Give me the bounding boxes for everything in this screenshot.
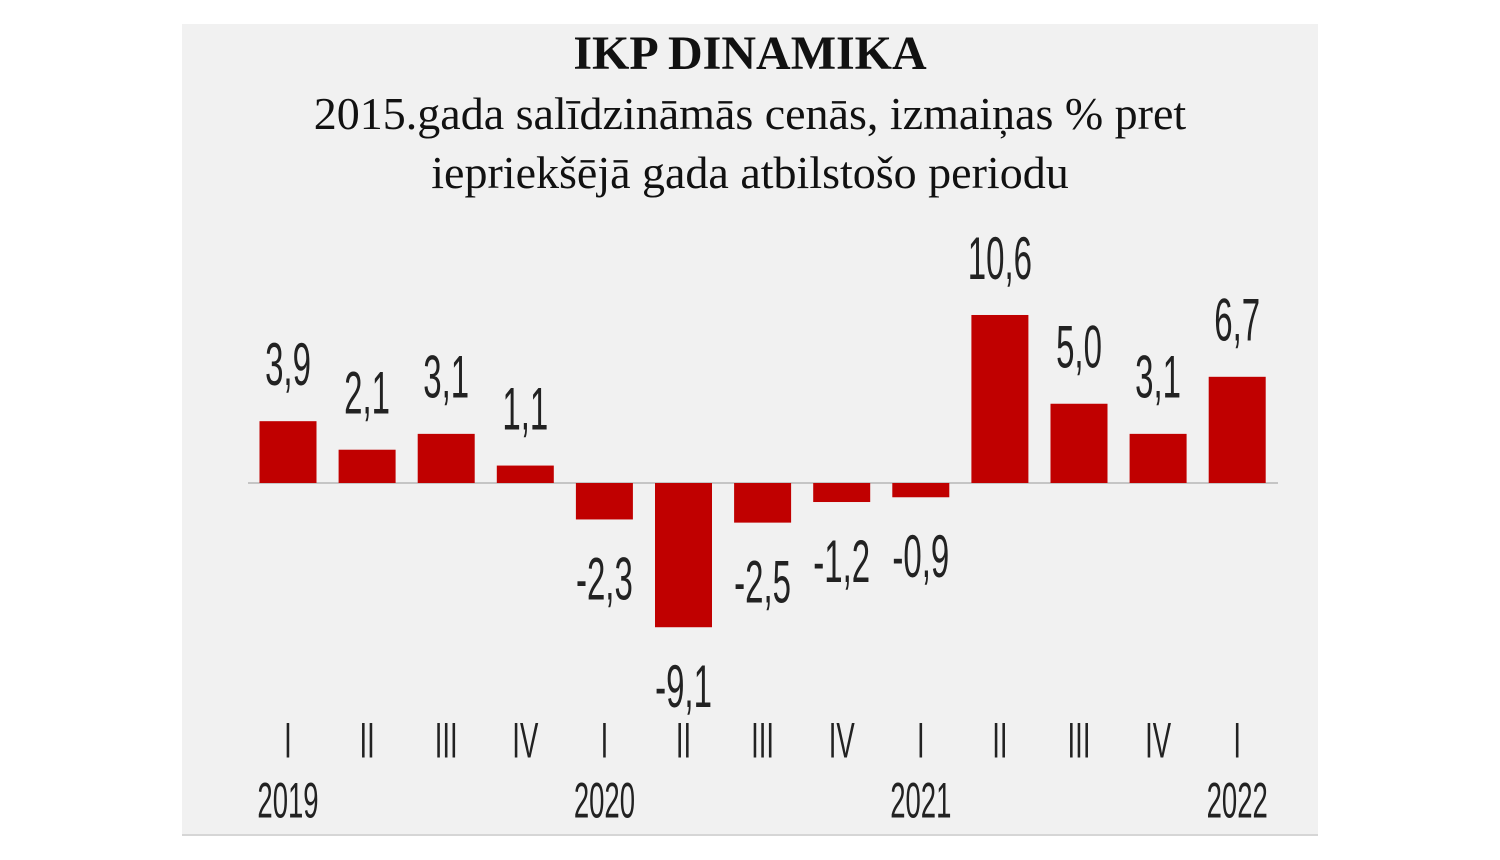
bar [417,433,475,483]
x-tick-label: IV [512,711,538,768]
x-tick-label: IV [829,711,855,768]
data-label: 3,1 [423,344,469,411]
bar [813,483,871,503]
x-tick-label: III [435,711,458,768]
x-tick-label: I [284,711,292,768]
chart-subtitle: 2015.gada salīdzināmās cenās, izmaiņas %… [0,84,1500,202]
x-tick-label: II [676,711,691,768]
bar [496,465,554,483]
data-label: -2,5 [734,549,791,616]
bar [655,483,712,628]
data-label: -9,1 [655,654,712,721]
bar [338,449,396,483]
data-label: 5,0 [1056,314,1102,381]
year-label: 2019 [257,771,318,828]
data-label: -2,3 [576,546,633,613]
bar [971,314,1029,483]
chart-title: IKP DINAMIKA [573,27,927,80]
data-label: 10,6 [968,226,1032,293]
bar [1129,433,1187,483]
x-tick-label: I [601,711,609,768]
bar [734,483,792,523]
bar [1050,403,1108,483]
year-label: 2021 [890,771,951,828]
subtitle-line-1: 2015.gada salīdzināmās cenās, izmaiņas %… [313,88,1187,139]
bar [575,483,633,520]
subtitle-line-2: iepriekšējā gada atbilstošo periodu [431,147,1069,198]
data-label: 3,1 [1135,344,1181,411]
year-label: 2020 [574,771,635,828]
data-label: 6,7 [1214,287,1260,354]
x-tick-label: I [917,711,925,768]
x-tick-label: II [359,711,374,768]
x-tick-label: II [992,711,1007,768]
data-label: -0,9 [892,524,949,591]
x-tick-label: III [751,711,774,768]
chart-panel [182,24,1318,836]
x-tick-label: IV [1145,711,1171,768]
bar [892,483,950,498]
data-label: 1,1 [502,376,548,443]
year-label: 2022 [1207,771,1268,828]
data-label: 2,1 [344,360,390,427]
bar [1208,376,1266,483]
x-tick-label: I [1233,711,1241,768]
x-tick-label: III [1068,711,1091,768]
data-label: 3,9 [265,332,311,399]
bar [259,421,317,483]
data-label: -1,2 [813,529,870,596]
